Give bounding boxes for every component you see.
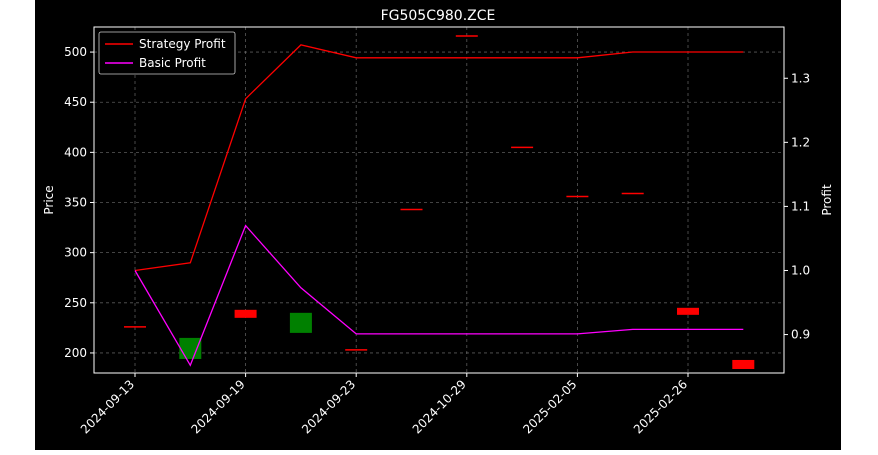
left-axis: 200 250 300 350 400 450 500 <box>64 45 94 360</box>
legend-entry: Basic Profit <box>139 56 206 70</box>
right-tick-label: 0.9 <box>791 328 810 342</box>
left-tick-label: 250 <box>64 296 87 310</box>
x-tick-label: 2025-02-26 <box>631 377 690 436</box>
legend: Strategy Profit Basic Profit <box>98 31 236 75</box>
chart-title: FG505C980.ZCE <box>381 8 496 24</box>
right-tick-label: 1.1 <box>791 199 810 213</box>
x-tick-label: 2024-09-19 <box>189 377 248 436</box>
left-tick-label: 200 <box>64 346 87 360</box>
right-tick-label: 1.0 <box>791 263 810 277</box>
legend-entry: Strategy Profit <box>139 37 226 51</box>
x-tick-label: 2024-10-29 <box>410 377 469 436</box>
series-line <box>134 224 744 367</box>
y-axis-left-label: Price <box>42 185 56 214</box>
right-tick-label: 1.3 <box>791 71 810 85</box>
right-axis: 0.9 1.0 1.1 1.2 1.3 <box>784 71 810 342</box>
candle <box>677 307 699 315</box>
left-tick-label: 350 <box>64 196 87 210</box>
chart-svg: FG505C980.ZCE 200 250 300 350 400 450 500 0.9 1… <box>42 8 834 436</box>
chart-figure: FG505C980.ZCE 200 250 300 350 400 450 500 0.9 1… <box>35 0 841 450</box>
candles-layer <box>124 35 755 369</box>
left-tick-label: 450 <box>64 95 87 109</box>
plot-frame <box>93 26 785 374</box>
x-tick-label: 2025-02-05 <box>520 377 579 436</box>
left-tick-label: 500 <box>64 45 87 59</box>
candle <box>234 309 257 318</box>
x-tick-label: 2024-09-13 <box>78 377 137 436</box>
candle <box>732 359 755 369</box>
grid-lines <box>94 27 784 373</box>
series-line <box>134 44 744 272</box>
candle <box>289 312 312 333</box>
left-tick-label: 400 <box>64 145 87 159</box>
right-tick-label: 1.2 <box>791 135 810 149</box>
x-tick-label: 2024-09-23 <box>299 377 358 436</box>
y-axis-right-label: Profit <box>820 184 834 216</box>
left-tick-label: 300 <box>64 246 87 260</box>
x-axis: 2024-09-13 2024-09-19 2024-09-23 2024-10-29… <box>78 373 690 436</box>
candle <box>179 337 202 359</box>
profit-lines-layer <box>134 44 744 367</box>
